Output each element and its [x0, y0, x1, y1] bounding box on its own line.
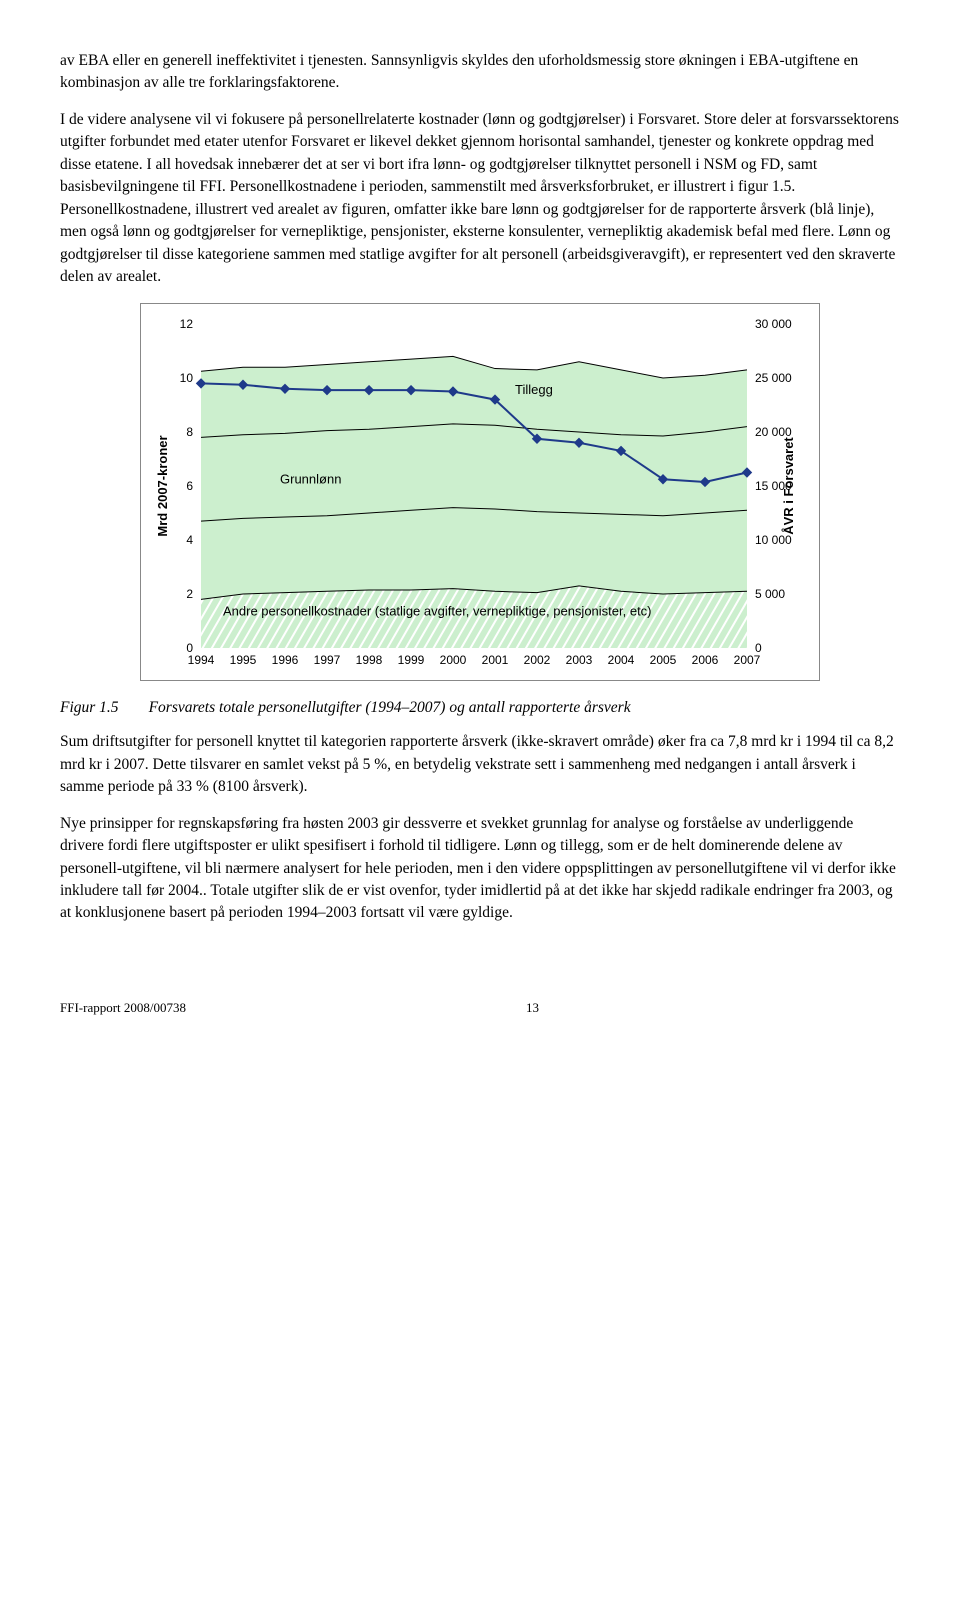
- paragraph: I de videre analysene vil vi fokusere på…: [60, 109, 900, 289]
- paragraph: av EBA eller en generell ineffektivitet …: [60, 50, 900, 95]
- svg-text:5 000: 5 000: [755, 587, 785, 601]
- svg-text:Tillegg: Tillegg: [515, 382, 553, 397]
- svg-text:2005: 2005: [650, 653, 677, 667]
- svg-text:8: 8: [186, 425, 193, 439]
- svg-text:ÅVR i Forsvaret: ÅVR i Forsvaret: [781, 436, 796, 534]
- svg-text:2002: 2002: [524, 653, 551, 667]
- svg-text:25 000: 25 000: [755, 371, 792, 385]
- svg-text:1995: 1995: [230, 653, 257, 667]
- paragraph: Sum driftsutgifter for personell knyttet…: [60, 731, 900, 798]
- svg-text:1997: 1997: [314, 653, 341, 667]
- svg-text:6: 6: [186, 479, 193, 493]
- svg-text:2006: 2006: [692, 653, 719, 667]
- chart-container: 02468101205 00010 00015 00020 00025 0003…: [140, 303, 820, 681]
- figure-caption: Figur 1.5 Forsvarets totale personellutg…: [60, 697, 900, 719]
- svg-text:2004: 2004: [608, 653, 635, 667]
- svg-text:Mrd 2007-kroner: Mrd 2007-kroner: [155, 435, 170, 536]
- svg-text:30 000: 30 000: [755, 317, 792, 331]
- svg-text:12: 12: [180, 317, 194, 331]
- svg-text:20 000: 20 000: [755, 425, 792, 439]
- paragraph: Nye prinsipper for regnskapsføring fra h…: [60, 813, 900, 925]
- svg-text:1996: 1996: [272, 653, 299, 667]
- svg-text:Grunnlønn: Grunnlønn: [280, 471, 341, 486]
- svg-text:1998: 1998: [356, 653, 383, 667]
- svg-text:2007: 2007: [734, 653, 761, 667]
- svg-text:1994: 1994: [188, 653, 215, 667]
- svg-text:4: 4: [186, 533, 193, 547]
- figure-number: Figur 1.5: [60, 697, 119, 719]
- svg-text:2003: 2003: [566, 653, 593, 667]
- svg-text:Andre personellkostnader (stat: Andre personellkostnader (statlige avgif…: [223, 603, 652, 618]
- svg-text:2: 2: [186, 587, 193, 601]
- svg-text:1999: 1999: [398, 653, 425, 667]
- personnel-cost-chart: 02468101205 00010 00015 00020 00025 0003…: [153, 316, 803, 676]
- svg-text:2000: 2000: [440, 653, 467, 667]
- footer-page-number: 13: [526, 999, 539, 1018]
- footer-report-id: FFI-rapport 2008/00738: [60, 999, 186, 1018]
- figure-caption-text: Forsvarets totale personellutgifter (199…: [149, 697, 631, 719]
- svg-text:2001: 2001: [482, 653, 509, 667]
- svg-text:10: 10: [180, 371, 194, 385]
